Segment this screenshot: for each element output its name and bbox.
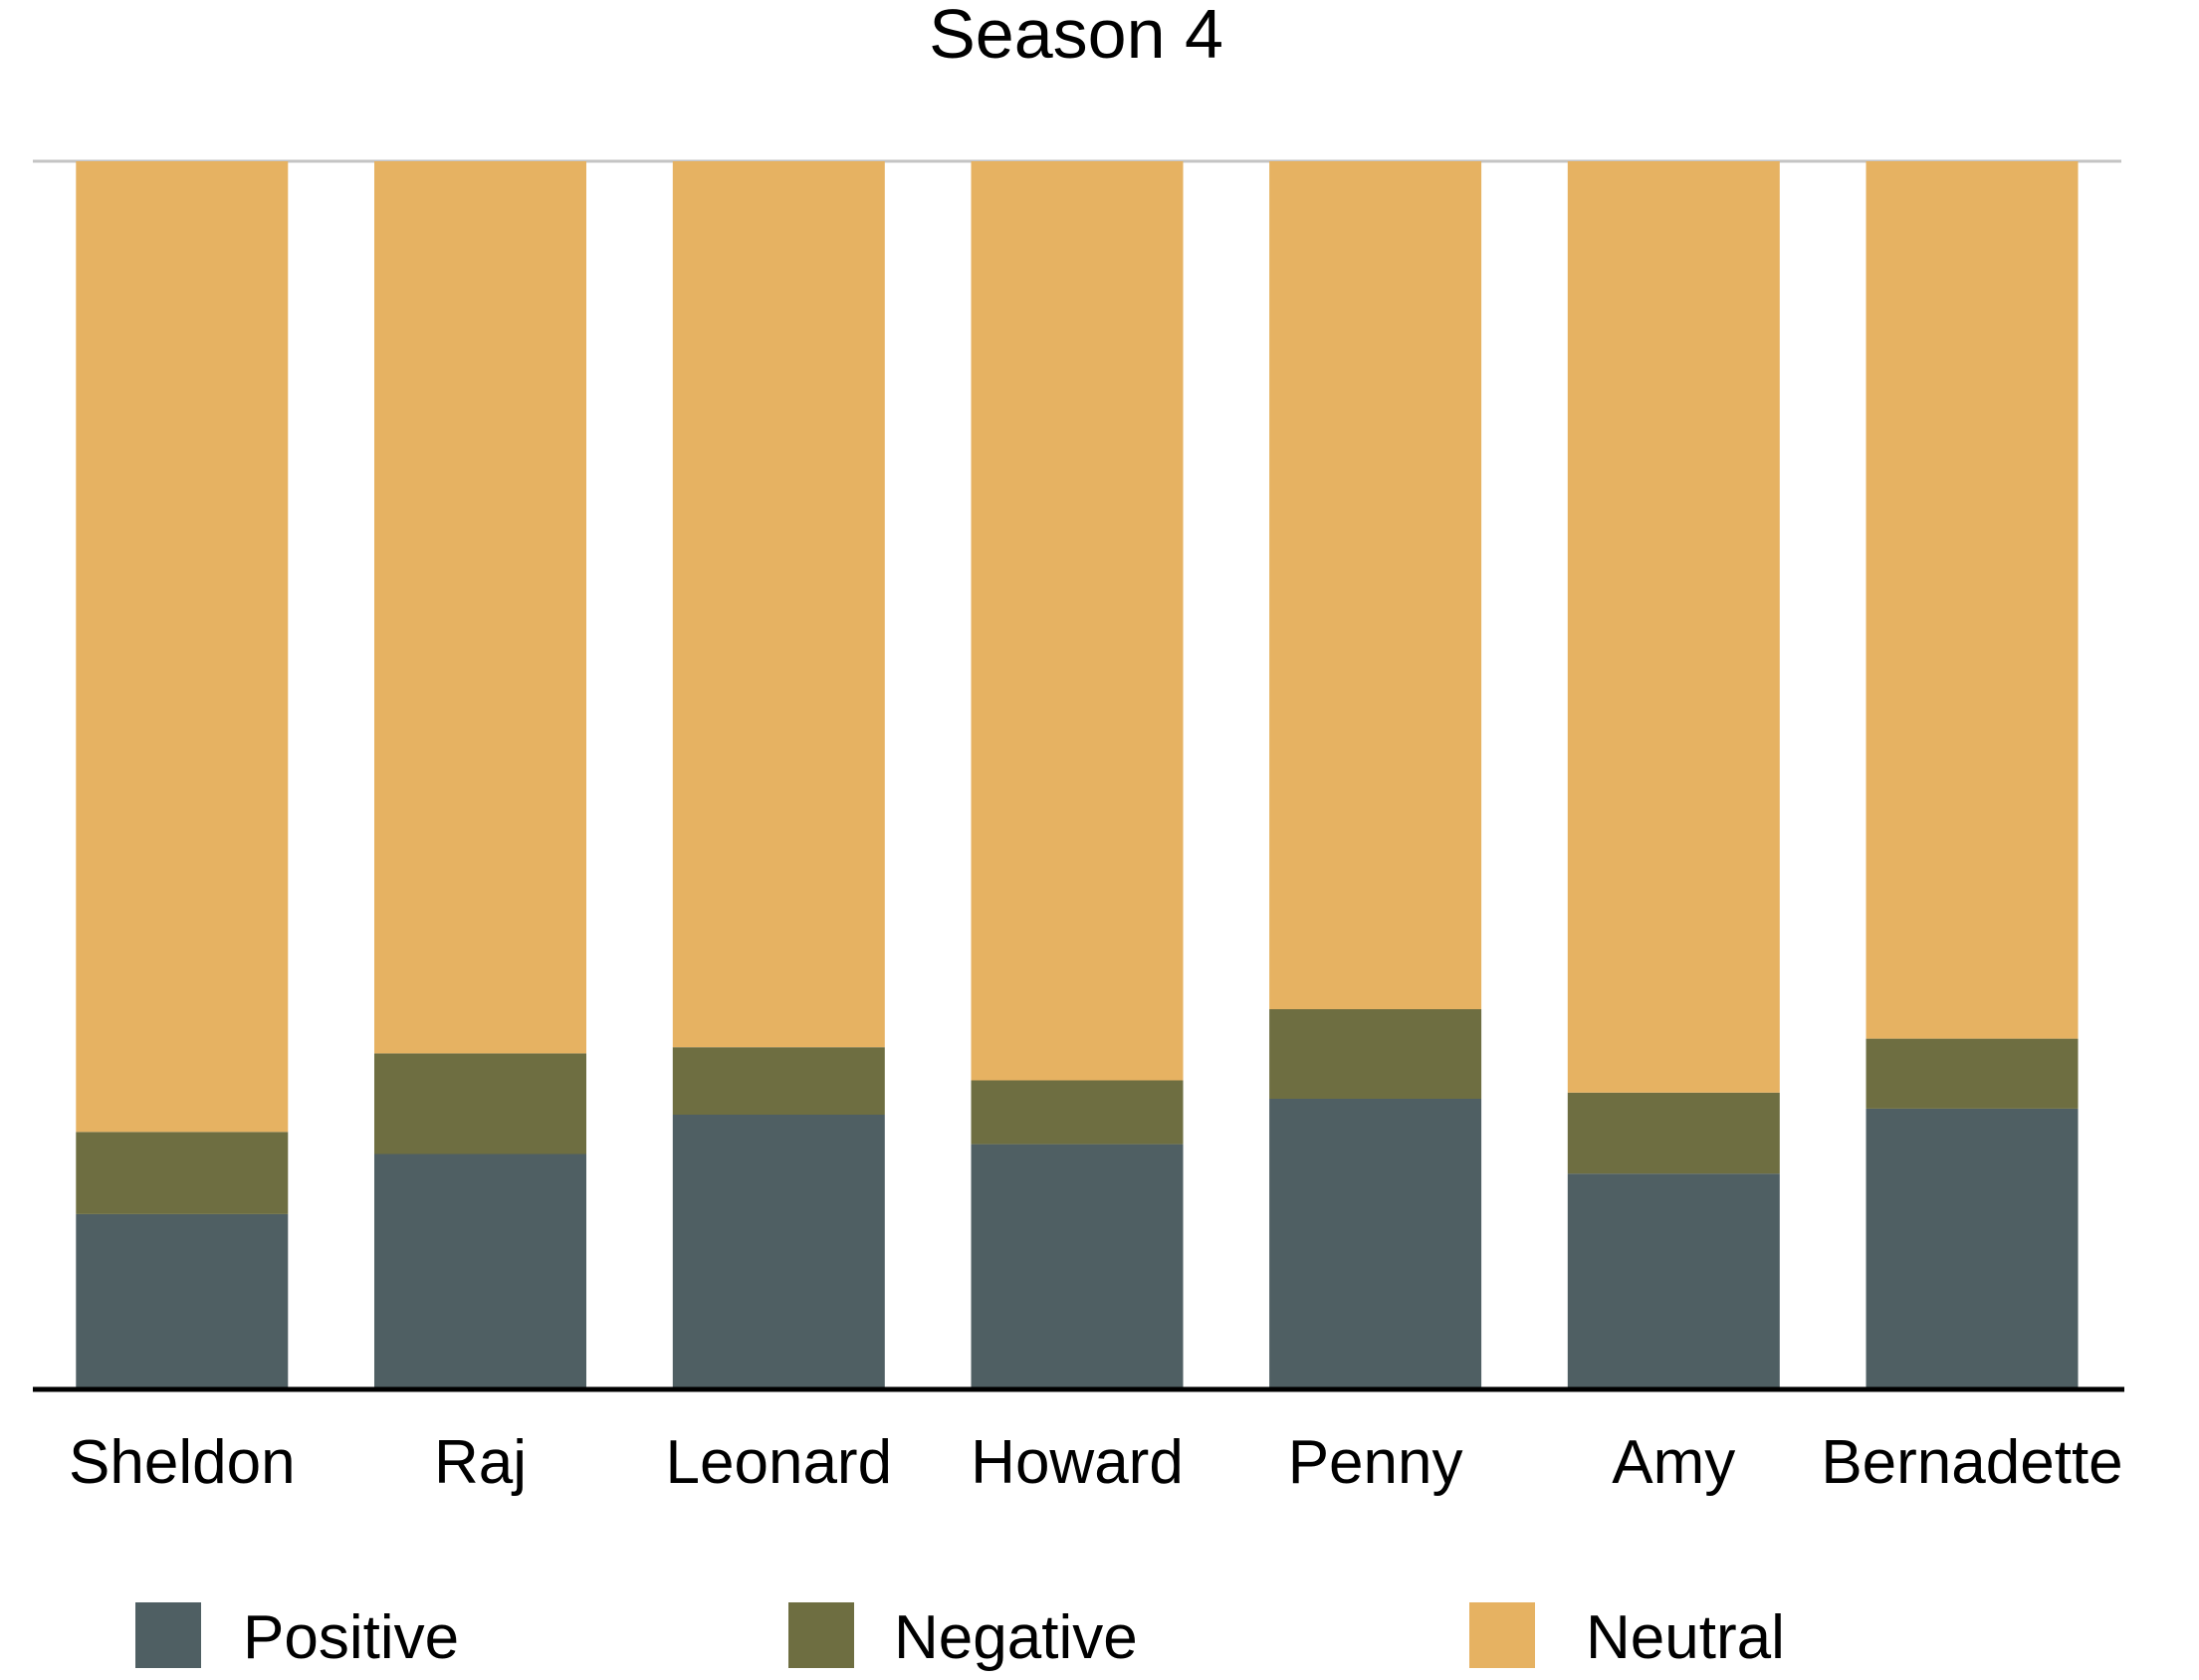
bar-sheldon-negative (76, 1132, 289, 1214)
bar-bernadette-positive (1866, 1108, 2079, 1388)
bar-howard-neutral (971, 161, 1184, 1081)
x-tick-label-sheldon: Sheldon (69, 1428, 296, 1497)
bar-leonard-neutral (672, 161, 885, 1048)
bar-sheldon-neutral (76, 161, 289, 1133)
x-tick-label-bernadette: Bernadette (1821, 1428, 2122, 1497)
x-tick-label-penny: Penny (1288, 1428, 1463, 1497)
bars-layer (76, 161, 2079, 1388)
bar-bernadette-neutral (1866, 161, 2079, 1039)
bar-penny-positive (1269, 1099, 1482, 1388)
legend-swatch-positive (135, 1602, 201, 1668)
legend: Positive Negative Neutral (135, 1602, 1785, 1672)
bar-sheldon-positive (76, 1213, 289, 1388)
chart-title: Season 4 (929, 0, 1223, 73)
bar-raj-neutral (374, 161, 586, 1054)
legend-swatch-neutral (1469, 1602, 1535, 1668)
x-tick-label-raj: Raj (434, 1428, 527, 1497)
x-tick-label-amy: Amy (1612, 1428, 1735, 1497)
legend-label-negative: Negative (894, 1603, 1138, 1672)
x-tick-label-howard: Howard (971, 1428, 1184, 1497)
bar-penny-neutral (1269, 161, 1482, 1009)
bar-raj-negative (374, 1053, 586, 1155)
bar-amy-negative (1567, 1092, 1780, 1174)
bar-bernadette-negative (1866, 1038, 2079, 1109)
bar-penny-negative (1269, 1009, 1482, 1099)
bar-howard-positive (971, 1144, 1184, 1388)
bar-howard-negative (971, 1080, 1184, 1145)
bar-amy-neutral (1567, 161, 1780, 1093)
bar-raj-positive (374, 1154, 586, 1388)
bar-leonard-negative (672, 1047, 885, 1115)
legend-label-positive: Positive (243, 1603, 459, 1672)
legend-swatch-negative (788, 1602, 854, 1668)
x-tick-label-leonard: Leonard (666, 1428, 893, 1497)
legend-label-neutral: Neutral (1586, 1603, 1785, 1672)
x-tick-labels: Sheldon Raj Leonard Howard Penny Amy Bernadett… (69, 1428, 2123, 1497)
bar-amy-positive (1567, 1173, 1780, 1388)
bar-leonard-positive (672, 1115, 885, 1388)
